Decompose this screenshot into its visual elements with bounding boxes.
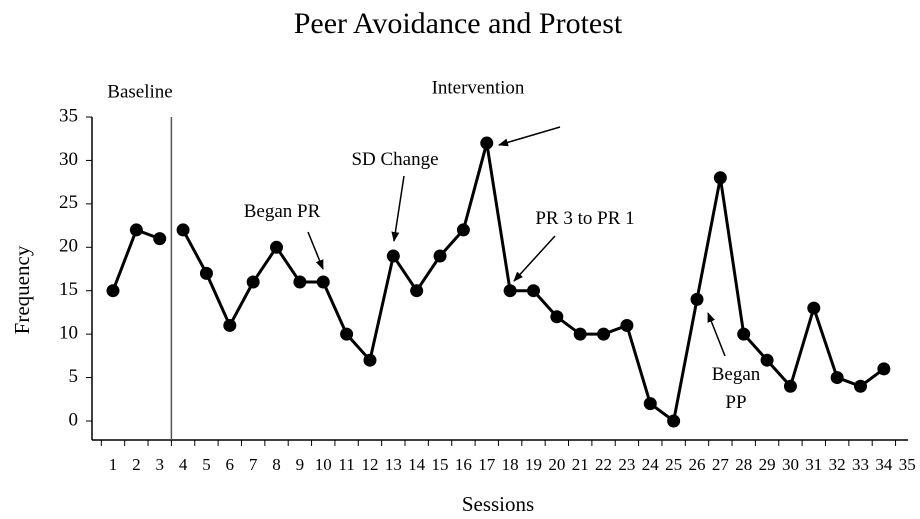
x-tick-label: 30 — [782, 455, 799, 474]
series-line — [181, 142, 885, 424]
data-point — [620, 318, 634, 332]
annotation: Began PP — [712, 364, 761, 413]
x-tick-label: 12 — [361, 455, 378, 474]
data-point — [573, 327, 587, 341]
annotation: SD Change — [351, 149, 438, 170]
x-tick-label: 2 — [132, 455, 141, 474]
phase-label: Intervention — [432, 77, 525, 98]
y-axis-label: Frequency — [10, 245, 34, 334]
x-axis-label: Sessions — [462, 492, 534, 516]
data-point — [363, 353, 377, 367]
x-tick-label: 32 — [829, 455, 846, 474]
x-tick-label: 13 — [385, 455, 402, 474]
data-point — [386, 249, 400, 263]
y-tick-label: 5 — [69, 366, 79, 387]
data-point — [737, 327, 751, 341]
annotation-line: PP — [725, 392, 746, 413]
data-point — [246, 275, 260, 289]
annotation-line: PR 3 to PR 1 — [535, 208, 634, 229]
x-tick-label: 16 — [455, 455, 472, 474]
data-point — [153, 232, 167, 246]
y-tick-label: 20 — [59, 236, 78, 257]
arrow — [391, 175, 405, 242]
x-tick-label: 35 — [899, 455, 916, 474]
x-tick-label: 24 — [642, 455, 660, 474]
data-point — [129, 223, 143, 237]
data-point — [830, 371, 844, 385]
x-tick-label: 20 — [548, 455, 565, 474]
data-point — [480, 136, 494, 150]
data-point — [270, 240, 284, 254]
data-point — [176, 223, 190, 237]
annotation-line: Began PR — [244, 201, 321, 222]
data-point — [316, 275, 330, 289]
x-tick-label: 31 — [805, 455, 822, 474]
x-tick-label: 3 — [155, 455, 164, 474]
annotation: PR 3 to PR 1 — [535, 208, 634, 229]
x-tick-label: 18 — [502, 455, 519, 474]
x-tick-label: 15 — [432, 455, 449, 474]
x-tick-label: 23 — [618, 455, 635, 474]
data-point — [713, 171, 727, 185]
chart-title: Peer Avoidance and Protest — [294, 7, 623, 40]
data-point — [503, 284, 517, 298]
data-point — [854, 379, 868, 393]
data-point — [550, 310, 564, 324]
x-tick-label: 14 — [408, 455, 426, 474]
x-tick-label: 17 — [478, 455, 496, 474]
x-tick-label: 34 — [875, 455, 893, 474]
data-point — [667, 414, 681, 428]
data-point — [223, 318, 237, 332]
data-point — [643, 397, 657, 411]
x-tick-label: 6 — [226, 455, 235, 474]
annotation-line: SD Change — [351, 149, 438, 170]
data-point — [199, 266, 213, 280]
x-tick-label: 8 — [272, 455, 281, 474]
y-tick-label: 25 — [59, 192, 78, 213]
data-point — [760, 353, 774, 367]
x-tick-label: 29 — [759, 455, 776, 474]
arrow — [498, 126, 561, 147]
data-point — [807, 301, 821, 315]
series-line — [111, 227, 161, 292]
x-tick-label: 1 — [109, 455, 118, 474]
data-point — [597, 327, 611, 341]
arrow — [707, 312, 726, 357]
annotation-line: Began — [712, 364, 761, 385]
data-point — [783, 379, 797, 393]
x-tick-label: 7 — [249, 455, 258, 474]
data-point — [526, 284, 540, 298]
y-tick-label: 15 — [59, 279, 78, 300]
arrow — [307, 231, 324, 270]
x-tick-label: 11 — [338, 455, 354, 474]
x-tick-label: 25 — [665, 455, 682, 474]
phase-label: Baseline — [107, 81, 172, 102]
arrow — [513, 235, 556, 282]
y-tick-label: 30 — [59, 149, 78, 170]
y-tick-label: 35 — [59, 105, 78, 126]
x-tick-label: 22 — [595, 455, 612, 474]
data-point — [410, 284, 424, 298]
data-point — [877, 362, 891, 376]
data-point — [106, 284, 120, 298]
data-point — [340, 327, 354, 341]
x-tick-label: 4 — [179, 455, 188, 474]
x-tick-label: 5 — [202, 455, 211, 474]
x-tick-label: 19 — [525, 455, 542, 474]
y-tick-label: 10 — [59, 323, 78, 344]
data-point — [293, 275, 307, 289]
x-tick-label: 9 — [296, 455, 305, 474]
data-point — [433, 249, 447, 263]
data-point — [456, 223, 470, 237]
data-point — [690, 292, 704, 306]
x-tick-label: 27 — [712, 455, 730, 474]
x-tick-label: 26 — [689, 455, 706, 474]
x-tick-label: 21 — [572, 455, 589, 474]
x-tick-label: 28 — [735, 455, 752, 474]
y-tick-label: 0 — [69, 409, 79, 430]
x-tick-label: 10 — [315, 455, 332, 474]
annotation: Began PR — [244, 201, 321, 222]
x-tick-label: 33 — [852, 455, 869, 474]
